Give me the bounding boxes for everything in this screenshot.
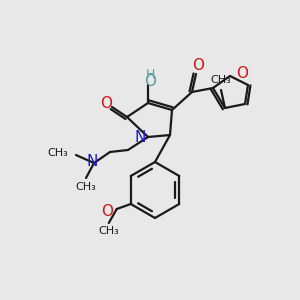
Text: O: O [101,205,113,220]
Text: O: O [100,95,112,110]
Text: N: N [135,130,146,145]
Text: CH₃: CH₃ [47,148,68,158]
Text: N: N [86,154,98,169]
Text: O: O [192,58,204,74]
Text: O: O [236,67,248,82]
Text: CH₃: CH₃ [76,182,96,192]
Text: O: O [144,74,156,89]
Text: H: H [145,68,155,82]
Text: CH₃: CH₃ [98,226,119,236]
Text: CH₃: CH₃ [211,75,231,85]
